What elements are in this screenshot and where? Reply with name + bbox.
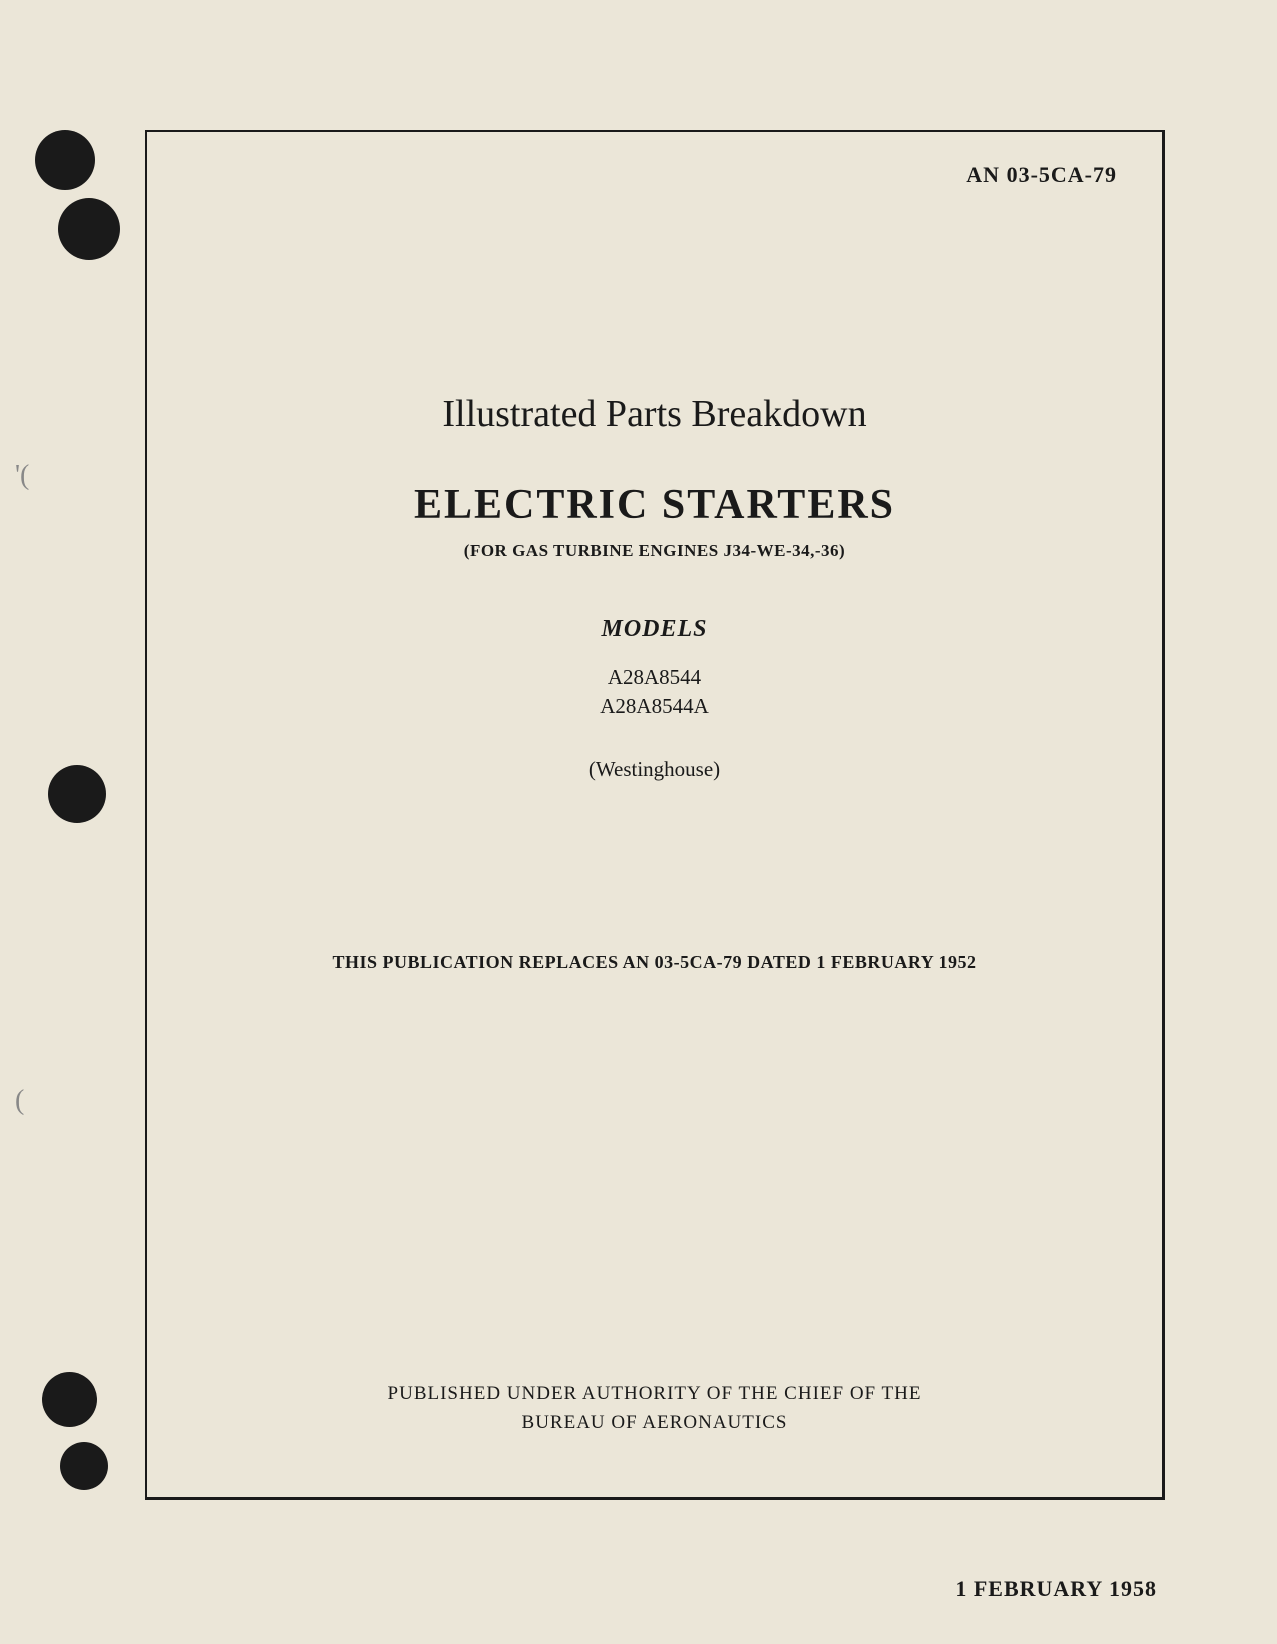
model-number: A28A8544 xyxy=(147,663,1162,692)
scan-artifact: ( xyxy=(15,1085,24,1117)
document-type: Illustrated Parts Breakdown xyxy=(147,392,1162,436)
manufacturer: (Westinghouse) xyxy=(147,757,1162,782)
replacement-notice: THIS PUBLICATION REPLACES AN 03-5CA-79 D… xyxy=(147,952,1162,973)
models-label: MODELS xyxy=(147,616,1162,643)
document-number: AN 03-5CA-79 xyxy=(966,162,1117,188)
subtitle: (FOR GAS TURBINE ENGINES J34-WE-34,-36) xyxy=(147,541,1162,561)
page-container: '( ( AN 03-5CA-79 Illustrated Parts Brea… xyxy=(0,0,1277,1644)
punch-hole xyxy=(42,1372,97,1427)
title-section: Illustrated Parts Breakdown ELECTRIC STA… xyxy=(147,392,1162,782)
punch-hole xyxy=(48,765,106,823)
document-frame: AN 03-5CA-79 Illustrated Parts Breakdown… xyxy=(145,130,1165,1500)
authority-line: PUBLISHED UNDER AUTHORITY OF THE CHIEF O… xyxy=(388,1383,922,1404)
punch-hole xyxy=(35,130,95,190)
authority-line: BUREAU OF AERONAUTICS xyxy=(522,1412,788,1433)
punch-hole xyxy=(60,1442,108,1490)
model-number: A28A8544A xyxy=(147,692,1162,721)
main-title: ELECTRIC STARTERS xyxy=(147,481,1162,529)
authority-notice: PUBLISHED UNDER AUTHORITY OF THE CHIEF O… xyxy=(147,1380,1162,1437)
punch-hole xyxy=(58,198,120,260)
publication-date: 1 FEBRUARY 1958 xyxy=(955,1576,1157,1602)
scan-artifact: '( xyxy=(15,460,29,492)
